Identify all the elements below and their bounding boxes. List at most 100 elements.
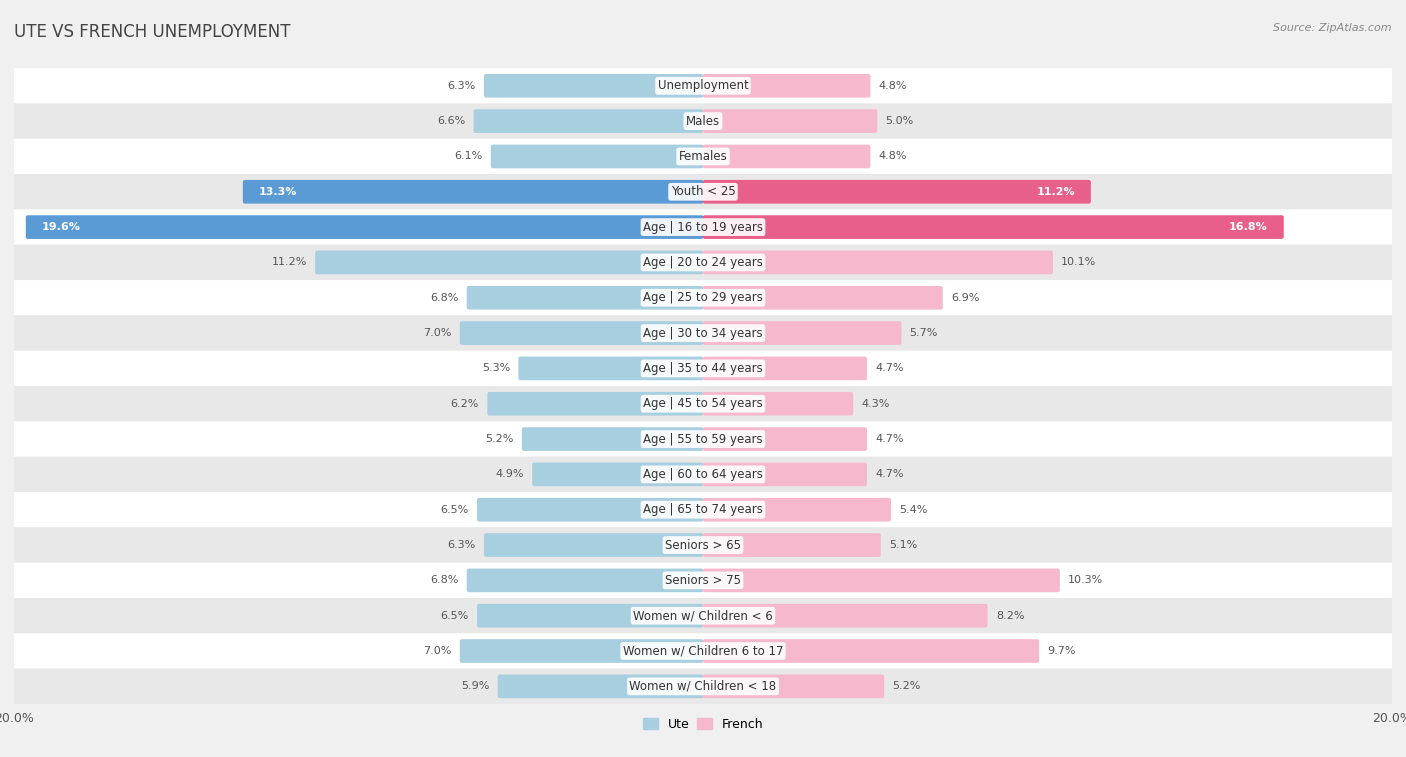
FancyBboxPatch shape [14, 562, 1392, 598]
Text: Unemployment: Unemployment [658, 79, 748, 92]
FancyBboxPatch shape [14, 350, 1392, 386]
Text: 6.6%: 6.6% [437, 116, 465, 126]
FancyBboxPatch shape [14, 245, 1392, 280]
Text: 4.7%: 4.7% [875, 469, 904, 479]
FancyBboxPatch shape [474, 109, 703, 133]
FancyBboxPatch shape [467, 286, 703, 310]
FancyBboxPatch shape [14, 104, 1392, 139]
Text: 10.1%: 10.1% [1062, 257, 1097, 267]
Text: 11.2%: 11.2% [271, 257, 307, 267]
FancyBboxPatch shape [703, 392, 853, 416]
FancyBboxPatch shape [484, 533, 703, 557]
FancyBboxPatch shape [14, 456, 1392, 492]
Text: 11.2%: 11.2% [1036, 187, 1076, 197]
Text: 9.7%: 9.7% [1047, 646, 1076, 656]
FancyBboxPatch shape [519, 357, 703, 380]
FancyBboxPatch shape [703, 74, 870, 98]
FancyBboxPatch shape [703, 604, 987, 628]
Text: 6.3%: 6.3% [447, 81, 475, 91]
Text: 6.8%: 6.8% [430, 575, 458, 585]
Text: 6.3%: 6.3% [447, 540, 475, 550]
Text: 5.7%: 5.7% [910, 328, 938, 338]
Text: Age | 45 to 54 years: Age | 45 to 54 years [643, 397, 763, 410]
Text: 7.0%: 7.0% [423, 646, 451, 656]
Text: Age | 35 to 44 years: Age | 35 to 44 years [643, 362, 763, 375]
FancyBboxPatch shape [498, 674, 703, 698]
FancyBboxPatch shape [703, 427, 868, 451]
FancyBboxPatch shape [488, 392, 703, 416]
Text: Age | 55 to 59 years: Age | 55 to 59 years [643, 432, 763, 446]
Text: Women w/ Children < 18: Women w/ Children < 18 [630, 680, 776, 693]
Text: Age | 25 to 29 years: Age | 25 to 29 years [643, 291, 763, 304]
FancyBboxPatch shape [477, 604, 703, 628]
Text: Age | 30 to 34 years: Age | 30 to 34 years [643, 326, 763, 340]
Text: 6.5%: 6.5% [440, 505, 468, 515]
FancyBboxPatch shape [703, 498, 891, 522]
Text: 4.8%: 4.8% [879, 81, 907, 91]
Text: 5.0%: 5.0% [886, 116, 914, 126]
FancyBboxPatch shape [467, 569, 703, 592]
FancyBboxPatch shape [703, 639, 1039, 663]
FancyBboxPatch shape [484, 74, 703, 98]
Text: Youth < 25: Youth < 25 [671, 185, 735, 198]
Text: 7.0%: 7.0% [423, 328, 451, 338]
Text: 4.8%: 4.8% [879, 151, 907, 161]
FancyBboxPatch shape [14, 598, 1392, 634]
FancyBboxPatch shape [460, 639, 703, 663]
Text: 6.8%: 6.8% [430, 293, 458, 303]
FancyBboxPatch shape [703, 251, 1053, 274]
FancyBboxPatch shape [703, 145, 870, 168]
FancyBboxPatch shape [703, 180, 1091, 204]
Text: 13.3%: 13.3% [259, 187, 297, 197]
FancyBboxPatch shape [703, 109, 877, 133]
Text: 5.1%: 5.1% [889, 540, 917, 550]
Text: 4.3%: 4.3% [862, 399, 890, 409]
FancyBboxPatch shape [477, 498, 703, 522]
Text: Age | 60 to 64 years: Age | 60 to 64 years [643, 468, 763, 481]
FancyBboxPatch shape [14, 68, 1392, 104]
FancyBboxPatch shape [703, 533, 880, 557]
FancyBboxPatch shape [531, 463, 703, 486]
Text: 10.3%: 10.3% [1069, 575, 1104, 585]
FancyBboxPatch shape [14, 634, 1392, 668]
Text: Seniors > 75: Seniors > 75 [665, 574, 741, 587]
Text: 5.3%: 5.3% [482, 363, 510, 373]
FancyBboxPatch shape [243, 180, 703, 204]
Text: 6.1%: 6.1% [454, 151, 482, 161]
FancyBboxPatch shape [703, 321, 901, 345]
FancyBboxPatch shape [14, 210, 1392, 245]
FancyBboxPatch shape [14, 386, 1392, 422]
Text: 5.9%: 5.9% [461, 681, 489, 691]
Text: 6.2%: 6.2% [451, 399, 479, 409]
Text: Women w/ Children 6 to 17: Women w/ Children 6 to 17 [623, 644, 783, 658]
FancyBboxPatch shape [491, 145, 703, 168]
Text: 8.2%: 8.2% [995, 611, 1025, 621]
FancyBboxPatch shape [14, 492, 1392, 528]
FancyBboxPatch shape [25, 215, 703, 239]
FancyBboxPatch shape [703, 569, 1060, 592]
Text: 5.2%: 5.2% [485, 434, 513, 444]
FancyBboxPatch shape [14, 422, 1392, 456]
FancyBboxPatch shape [460, 321, 703, 345]
FancyBboxPatch shape [14, 139, 1392, 174]
FancyBboxPatch shape [703, 674, 884, 698]
Text: Source: ZipAtlas.com: Source: ZipAtlas.com [1274, 23, 1392, 33]
Text: Women w/ Children < 6: Women w/ Children < 6 [633, 609, 773, 622]
Text: Males: Males [686, 114, 720, 128]
Text: 16.8%: 16.8% [1229, 222, 1268, 232]
Text: 4.7%: 4.7% [875, 363, 904, 373]
FancyBboxPatch shape [703, 463, 868, 486]
Text: Age | 16 to 19 years: Age | 16 to 19 years [643, 220, 763, 234]
FancyBboxPatch shape [14, 668, 1392, 704]
FancyBboxPatch shape [315, 251, 703, 274]
Text: 5.4%: 5.4% [900, 505, 928, 515]
FancyBboxPatch shape [703, 215, 1284, 239]
Text: Age | 20 to 24 years: Age | 20 to 24 years [643, 256, 763, 269]
FancyBboxPatch shape [703, 286, 943, 310]
FancyBboxPatch shape [14, 174, 1392, 210]
Text: 5.2%: 5.2% [893, 681, 921, 691]
FancyBboxPatch shape [703, 357, 868, 380]
Legend: Ute, French: Ute, French [637, 713, 769, 736]
Text: 6.5%: 6.5% [440, 611, 468, 621]
Text: 4.7%: 4.7% [875, 434, 904, 444]
